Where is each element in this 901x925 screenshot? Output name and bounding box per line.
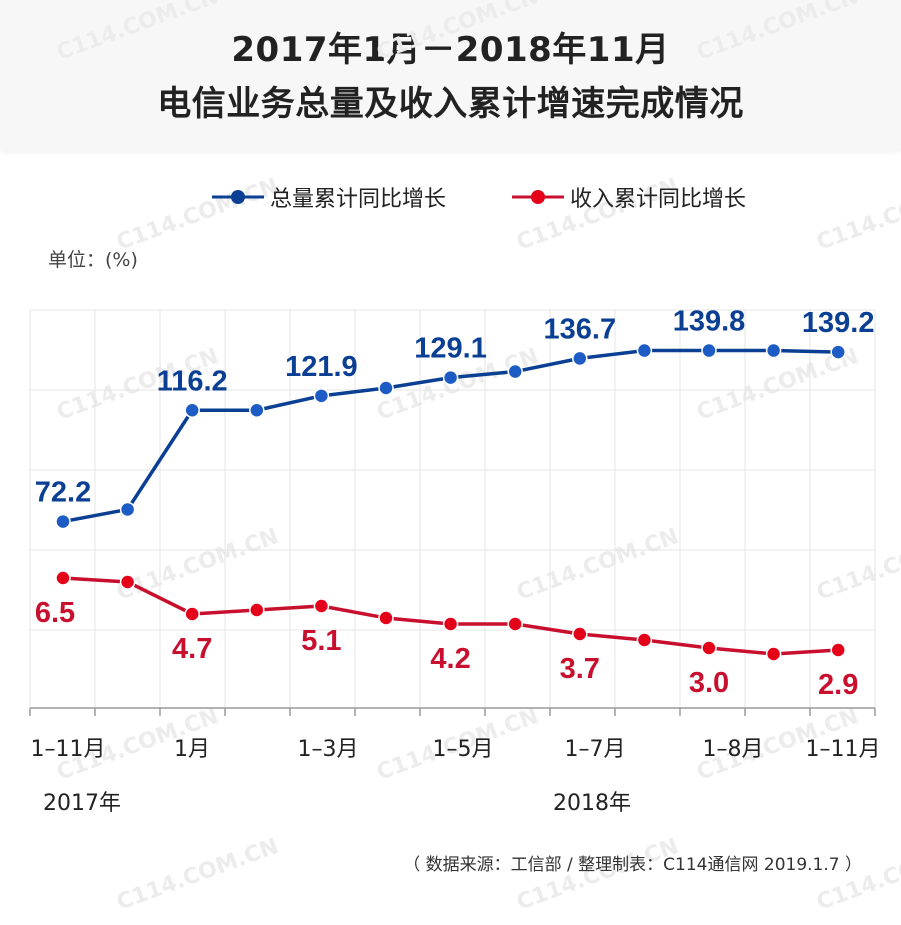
x-tick-label: 1–7月: [565, 737, 626, 762]
watermark-text: C114.COM.CN: [114, 174, 282, 256]
revenue-growth-data-label: 3.0: [689, 667, 729, 699]
legend-marker-total: [231, 190, 245, 204]
legend-label-total: 总量累计同比增长: [270, 187, 446, 212]
year-label-2017: 2017年: [43, 791, 121, 816]
x-tick-label: 1–5月: [433, 737, 494, 762]
revenue-growth-point: [378, 610, 394, 626]
total-growth-data-label: 72.2: [35, 477, 91, 509]
watermark-text: C114.COM.CN: [814, 174, 901, 256]
revenue-growth-point: [249, 602, 265, 618]
revenue-growth-point: [636, 632, 653, 648]
total-growth-point: [184, 402, 200, 419]
source-note: （ 数据来源：工信部 / 整理制表：C114通信网 2019.1.7 ）: [403, 855, 862, 875]
legend-label-revenue: 收入累计同比增长: [570, 187, 746, 212]
revenue-growth-point: [765, 646, 782, 662]
revenue-growth-point: [830, 642, 846, 658]
revenue-growth-point: [442, 616, 459, 632]
total-growth-point: [249, 402, 265, 419]
x-tick-label: 1月: [174, 737, 210, 762]
total-growth-point: [572, 350, 588, 367]
total-growth-data-label: 129.1: [414, 333, 487, 365]
total-growth-point: [636, 342, 653, 359]
year-label-2018: 2018年: [553, 791, 631, 816]
x-tick-label: 1–3月: [298, 737, 359, 762]
title-banner: 2017年1月－2018年11月 电信业务总量及收入累计增速完成情况: [0, 0, 901, 150]
revenue-growth-data-label: 5.1: [301, 625, 341, 657]
total-growth-data-label: 121.9: [285, 351, 358, 383]
revenue-growth-data-label: 4.7: [172, 633, 212, 665]
total-growth-point: [701, 342, 717, 359]
watermark-text: C114.COM.CN: [374, 0, 542, 66]
total-growth-data-label: 116.2: [157, 365, 228, 397]
total-growth-data-label: 136.7: [544, 313, 617, 345]
revenue-growth-point: [55, 570, 71, 586]
x-tick-label: 1–11月: [31, 737, 106, 762]
x-tick-label: 1–11月: [806, 737, 881, 762]
total-growth-point: [507, 363, 523, 380]
watermark-text: C114.COM.CN: [114, 834, 282, 916]
revenue-growth-data-label: 2.9: [818, 669, 858, 701]
chart-title-line2: 电信业务总量及收入累计增速完成情况: [157, 84, 744, 124]
total-growth-data-label: 139.2: [802, 307, 875, 339]
watermark-text: C114.COM.CN: [694, 0, 862, 66]
watermark-text: C114.COM.CN: [114, 524, 282, 606]
revenue-growth-data-label: 3.7: [560, 653, 600, 685]
watermark-text: C114.COM.CN: [814, 524, 901, 606]
total-growth-point: [765, 342, 782, 359]
x-tick-label: 1–8月: [703, 737, 764, 762]
watermark-text: C114.COM.CN: [54, 0, 222, 66]
total-growth-point: [378, 380, 394, 396]
legend-marker-revenue: [531, 190, 545, 204]
unit-label: 单位：(%): [48, 249, 138, 271]
revenue-growth-point: [701, 640, 717, 656]
revenue-growth-point: [119, 574, 136, 590]
revenue-growth-point: [572, 626, 588, 642]
revenue-growth-point: [184, 606, 200, 622]
revenue-growth-point: [507, 616, 523, 632]
total-growth-point: [119, 501, 136, 518]
watermark-text: C114.COM.CN: [514, 524, 682, 606]
revenue-growth-point: [313, 598, 330, 614]
revenue-growth-data-label: 6.5: [35, 597, 75, 629]
total-growth-data-label: 139.8: [673, 306, 746, 338]
total-growth-point: [830, 344, 846, 360]
revenue-growth-data-label: 4.2: [430, 643, 470, 675]
total-growth-point: [442, 369, 459, 386]
total-growth-point: [313, 388, 330, 404]
total-growth-point: [55, 513, 71, 530]
chart-title-line1: 2017年1月－2018年11月: [231, 30, 670, 70]
